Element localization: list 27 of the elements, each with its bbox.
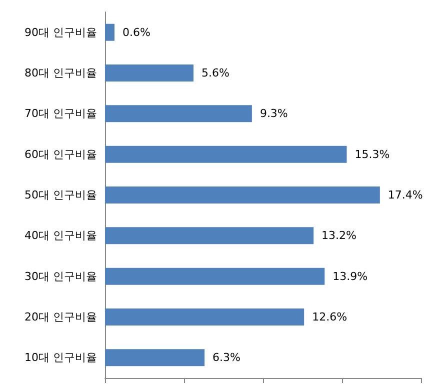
data-label: 17.4%	[388, 188, 423, 202]
data-label: 12.6%	[312, 310, 348, 324]
bar	[105, 308, 304, 326]
bar	[105, 24, 114, 41]
bar	[105, 227, 314, 244]
y-tick-label: 10대 인구비율	[24, 351, 97, 364]
data-label: 5.6%	[201, 66, 230, 80]
bar	[105, 349, 205, 366]
y-tick-label: 30대 인구비율	[24, 270, 97, 283]
bar	[105, 64, 194, 82]
y-tick-label: 90대 인구비율	[24, 26, 97, 39]
data-label: 13.2%	[322, 229, 357, 242]
data-label: 0.6%	[122, 26, 150, 39]
bar	[105, 268, 325, 285]
data-label: 13.9%	[332, 270, 368, 283]
y-tick-label: 20대 인구비율	[24, 310, 97, 324]
y-tick-label: 40대 인구비율	[24, 229, 97, 242]
data-label: 15.3%	[354, 148, 390, 161]
data-label: 6.3%	[212, 351, 240, 364]
bar	[105, 186, 380, 204]
y-tick-label: 70대 인구비율	[24, 107, 97, 120]
y-tick-label: 50대 인구비율	[24, 188, 97, 202]
bar	[105, 105, 252, 122]
bar	[105, 146, 347, 163]
data-label: 9.3%	[260, 107, 288, 120]
y-tick-label: 80대 인구비율	[24, 66, 97, 80]
y-tick-label: 60대 인구비율	[24, 148, 97, 161]
